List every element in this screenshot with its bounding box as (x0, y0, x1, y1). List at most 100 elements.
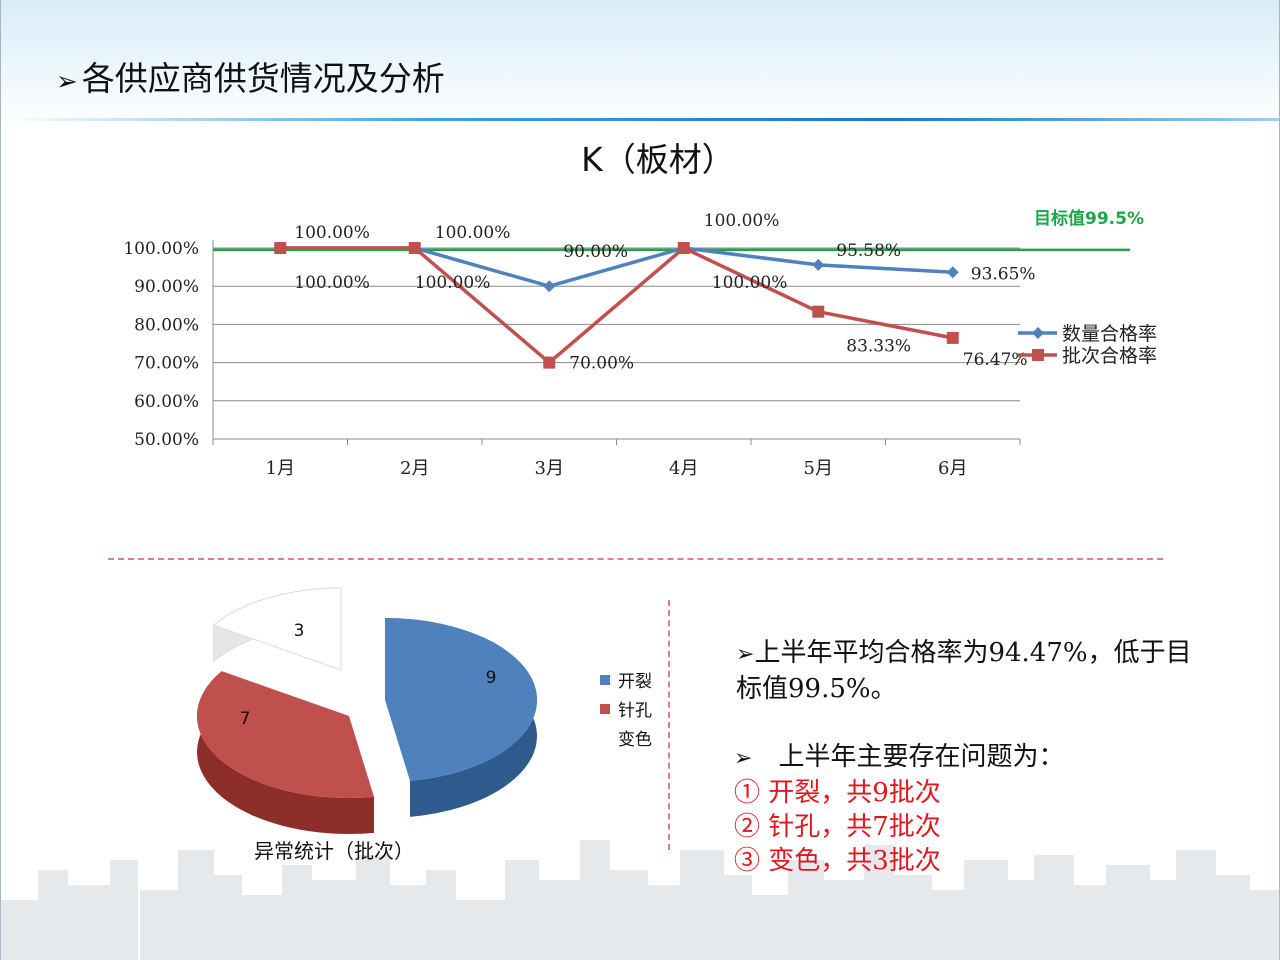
data-label-batch: 83.33% (846, 337, 911, 357)
pie-legend-item-discolor: 变色 (600, 723, 652, 752)
x-tick-label: 2月 (400, 458, 429, 479)
pie-legend-swatch-discolor (600, 732, 610, 743)
data-point-batch (812, 305, 825, 318)
skyline-building (240, 895, 284, 960)
issue-item-2: ② 针孔，共7批次 (734, 812, 941, 842)
pie-legend-swatch-crack (600, 674, 610, 685)
skyline-building (680, 850, 724, 960)
pie-slice-top (197, 671, 375, 798)
pie-value-label: 3 (294, 621, 305, 641)
page-title-text: 各供应商供货情况及分析 (81, 59, 445, 98)
skyline-building (212, 875, 242, 960)
data-point-batch (274, 242, 287, 254)
pie-slice-side (196, 671, 375, 835)
skyline-building (864, 845, 894, 960)
data-point-quantity (543, 280, 556, 293)
pie-legend-item-pinhole: 针孔 (600, 694, 652, 723)
pie-value-label: 7 (240, 709, 251, 729)
header-rule (0, 118, 1280, 121)
skyline-building (964, 860, 1008, 960)
x-tick-label: 4月 (669, 458, 698, 479)
skyline-building (646, 885, 682, 960)
y-tick-label: 90.00% (134, 277, 199, 297)
skyline-building (722, 875, 752, 960)
skyline-building (110, 860, 138, 960)
left-border (0, 0, 1, 960)
skyline-building (788, 860, 824, 960)
skyline-building (538, 880, 582, 960)
skyline-building (1248, 890, 1280, 960)
data-label-batch: 70.00% (569, 354, 634, 374)
horizontal-divider (108, 558, 1163, 560)
data-point-batch (408, 242, 421, 254)
legend-marker-quantity (1032, 327, 1044, 339)
data-label-quantity: 100.00% (294, 223, 370, 243)
skyline-building (892, 875, 932, 960)
skyline-building (426, 870, 456, 960)
skyline-building (455, 900, 505, 960)
issue-item-1: ① 开裂，共9批次 (734, 778, 941, 808)
issues-heading: ➢ 上半年主要存在问题为： (734, 740, 1064, 776)
issues-list: ➢ 上半年主要存在问题为： ① 开裂，共9批次 ② 针孔，共7批次 ③ 变色，共3… (734, 740, 1064, 878)
skyline-building (1006, 880, 1036, 960)
pie-slice-discolor: 3 (212, 587, 342, 671)
pie-legend: 开裂 针孔 变色 (600, 665, 652, 752)
legend-label-quantity: 数量合格率 (1062, 323, 1157, 345)
data-label-quantity: 95.58% (836, 241, 901, 261)
pie-legend-item-crack: 开裂 (600, 665, 652, 694)
pie-legend-swatch-pinhole (600, 703, 610, 714)
skyline-building (38, 870, 68, 960)
skyline-building (822, 880, 866, 960)
skyline-building (310, 880, 358, 960)
skyline-buildings (0, 840, 1280, 960)
x-tick-label: 6月 (938, 458, 967, 479)
issues-heading-text: 上半年主要存在问题为： (778, 742, 1065, 772)
pie-legend-label-pinhole: 针孔 (618, 701, 652, 721)
pie-slice-pinhole: 7 (196, 671, 375, 835)
data-label-quantity: 90.00% (563, 242, 628, 262)
title-arrow-icon: ➢ (56, 67, 78, 97)
pie-slice-crack: 9 (385, 618, 538, 817)
vertical-divider (668, 600, 670, 850)
x-tick-label: 1月 (266, 458, 295, 479)
legend-label-batch: 批次合格率 (1062, 345, 1157, 367)
data-point-batch (677, 242, 690, 254)
pie-value-label: 9 (486, 668, 497, 688)
data-label-quantity: 93.65% (971, 264, 1036, 284)
skyline-building (1176, 850, 1216, 960)
x-tick-label: 5月 (804, 458, 833, 479)
series-line-batch (280, 246, 954, 365)
skyline-building (388, 885, 428, 960)
skyline-building (608, 870, 648, 960)
issue-item-3: ③ 变色，共3批次 (734, 846, 941, 876)
line-chart: K（板材） 50.00% 60.00% 70.00% 80.00% 90.00% 100.0… (123, 140, 1157, 479)
data-point-quantity (812, 258, 825, 271)
summary-text: ➢上半年平均合格率为94.47%，低于目标值99.5%。 (736, 636, 1206, 706)
skyline-building (1034, 855, 1074, 960)
skyline-building (750, 895, 790, 960)
data-label-quantity: 100.00% (704, 211, 780, 231)
y-tick-label: 60.00% (134, 392, 199, 412)
page-title: ➢ 各供应商供货情况及分析 (56, 52, 445, 100)
pie-legend-label-discolor: 变色 (618, 730, 652, 750)
data-point-quantity (946, 266, 959, 279)
y-tick-label: 80.00% (134, 315, 199, 335)
skyline-building (0, 900, 40, 960)
skyline-building (580, 840, 610, 960)
data-point-batch (543, 356, 556, 369)
x-tick-label: 3月 (535, 458, 564, 479)
skyline-building (505, 860, 539, 960)
y-tick-label: 100.00% (123, 239, 199, 259)
data-point-batch (946, 331, 959, 344)
skyline-building (66, 885, 111, 960)
y-tick-label: 50.00% (134, 430, 199, 450)
skyline-building (282, 865, 312, 960)
pie-slice-top (385, 618, 538, 781)
skyline-building (1072, 885, 1108, 960)
issues-arrow-icon: ➢ (734, 746, 753, 771)
skyline-building (930, 890, 966, 960)
pie-legend-label-crack: 开裂 (618, 672, 652, 692)
